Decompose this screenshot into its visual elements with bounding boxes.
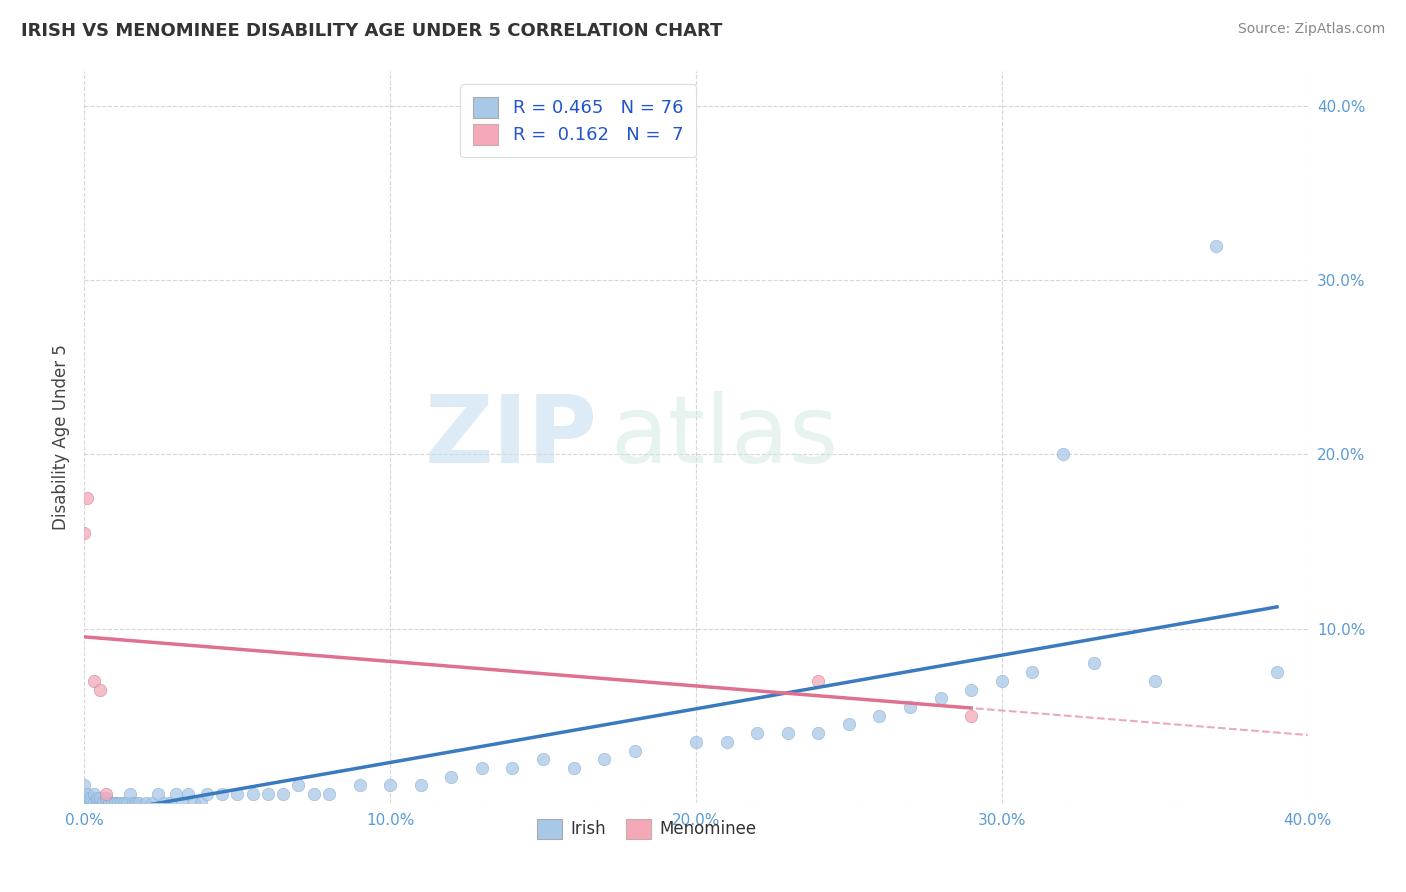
Point [211, 787, 233, 801]
Point [1021, 665, 1043, 680]
Point [172, 796, 194, 810]
Point [94, 796, 117, 810]
Point [747, 726, 769, 740]
Point [349, 778, 371, 792]
Point [177, 787, 200, 801]
Point [112, 796, 135, 810]
Text: Source: ZipAtlas.com: Source: ZipAtlas.com [1237, 22, 1385, 37]
Y-axis label: Disability Age Under 5: Disability Age Under 5 [52, 344, 70, 530]
Point [104, 796, 127, 810]
Point [190, 796, 212, 810]
Point [104, 796, 127, 810]
Point [83, 796, 105, 810]
Point [76, 790, 98, 805]
Point [226, 787, 249, 801]
Point [97, 796, 120, 810]
Point [716, 735, 738, 749]
Point [1265, 665, 1288, 680]
Point [76, 787, 98, 801]
Point [242, 787, 264, 801]
Point [146, 787, 169, 801]
Point [101, 796, 124, 810]
Point [1052, 448, 1074, 462]
Point [89, 796, 111, 810]
Text: atlas: atlas [610, 391, 838, 483]
Point [183, 796, 205, 810]
Point [120, 787, 142, 801]
Point [869, 708, 891, 723]
Text: ZIP: ZIP [425, 391, 598, 483]
Point [898, 700, 921, 714]
Point [141, 796, 163, 810]
Point [318, 787, 340, 801]
Point [107, 796, 129, 810]
Point [960, 708, 983, 723]
Point [89, 682, 111, 697]
Point [502, 761, 524, 775]
Point [562, 761, 585, 775]
Point [110, 796, 132, 810]
Point [79, 790, 101, 805]
Point [380, 778, 402, 792]
Point [409, 778, 432, 792]
Point [128, 796, 150, 810]
Point [807, 726, 830, 740]
Point [531, 752, 554, 766]
Point [195, 787, 218, 801]
Legend: Irish, Menominee: Irish, Menominee [530, 812, 763, 846]
Point [1205, 238, 1227, 252]
Point [776, 726, 799, 740]
Point [593, 752, 616, 766]
Point [159, 796, 181, 810]
Point [960, 682, 983, 697]
Point [624, 743, 647, 757]
Point [991, 673, 1014, 688]
Point [79, 796, 101, 810]
Point [838, 717, 860, 731]
Point [287, 778, 309, 792]
Point [73, 778, 96, 792]
Point [83, 673, 105, 688]
Point [91, 796, 114, 810]
Point [86, 790, 108, 805]
Point [76, 796, 98, 810]
Point [929, 691, 952, 706]
Point [471, 761, 494, 775]
Point [91, 796, 114, 810]
Point [83, 787, 105, 801]
Point [257, 787, 280, 801]
Point [89, 790, 111, 805]
Point [685, 735, 707, 749]
Point [1083, 657, 1105, 671]
Point [97, 796, 120, 810]
Point [153, 796, 176, 810]
Point [165, 787, 187, 801]
Point [302, 787, 325, 801]
Point [73, 525, 96, 540]
Point [807, 673, 830, 688]
Point [125, 796, 148, 810]
Point [1143, 673, 1166, 688]
Point [440, 770, 463, 784]
Point [271, 787, 294, 801]
Point [94, 790, 117, 805]
Point [86, 796, 108, 810]
Text: IRISH VS MENOMINEE DISABILITY AGE UNDER 5 CORRELATION CHART: IRISH VS MENOMINEE DISABILITY AGE UNDER … [21, 22, 723, 40]
Point [76, 491, 98, 505]
Point [135, 796, 157, 810]
Point [122, 796, 145, 810]
Point [101, 796, 124, 810]
Point [115, 796, 138, 810]
Point [94, 787, 117, 801]
